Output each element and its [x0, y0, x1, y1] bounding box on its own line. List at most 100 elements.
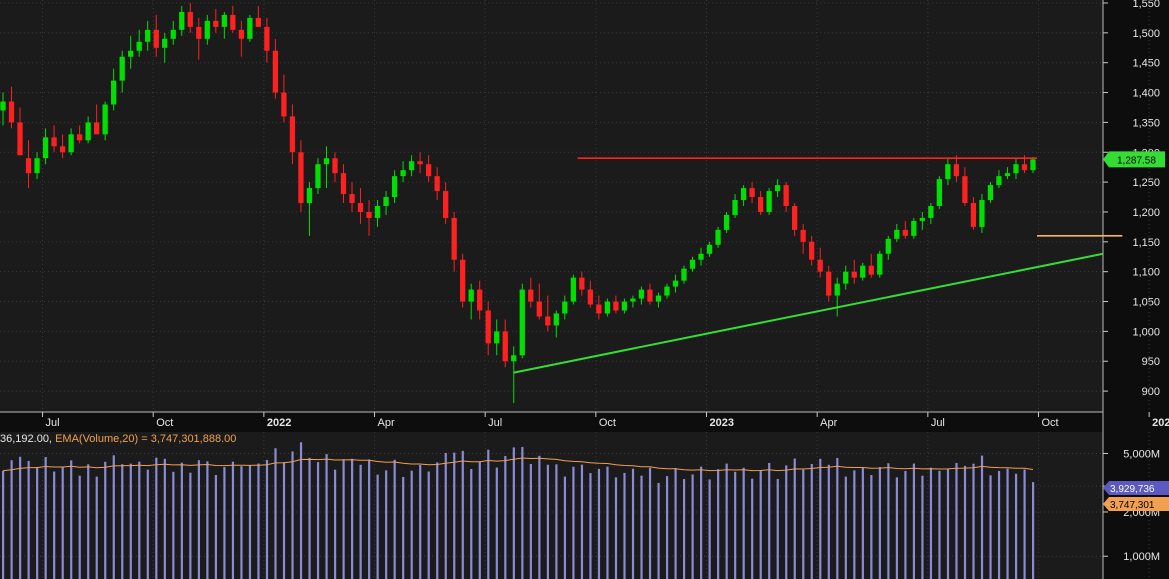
volume-bar	[614, 477, 618, 579]
candle-up	[834, 283, 840, 296]
candle-down	[792, 206, 798, 230]
volume-bar	[223, 467, 226, 579]
candle-down	[970, 203, 977, 227]
volume-bar	[980, 455, 984, 579]
candle-down	[417, 161, 423, 165]
volume-bar	[810, 464, 813, 579]
candle-down	[255, 17, 262, 27]
volume-bar	[87, 464, 90, 579]
candle-up	[681, 268, 687, 281]
candle-up	[102, 104, 108, 135]
volume-bar	[606, 466, 609, 579]
candle-down	[230, 14, 236, 30]
volume-bar	[708, 479, 711, 579]
candle-up	[145, 29, 151, 42]
month-label: Oct	[156, 417, 173, 429]
volume-bar	[819, 458, 822, 579]
volume-legend: 36,192.00, EMA(Volume,20) = 3,747,301,88…	[0, 433, 236, 445]
candle-up	[919, 217, 925, 221]
candle-down	[425, 164, 432, 177]
price-axis-label: 900	[1142, 386, 1160, 398]
volume-bar	[768, 462, 771, 579]
candle-up	[604, 301, 611, 314]
candle-up	[630, 298, 636, 302]
volume-bar	[563, 476, 567, 579]
volume-bar	[27, 460, 30, 579]
candle-up	[221, 14, 227, 27]
volume-bar	[197, 460, 200, 579]
volume-bar	[419, 464, 422, 579]
volume-bar	[912, 463, 916, 579]
last-ema-label: 3,747,301	[1110, 500, 1155, 511]
volume-bar	[989, 475, 992, 579]
candle-down	[962, 176, 968, 204]
candle-up	[400, 170, 406, 177]
candle-up	[323, 158, 330, 165]
candle-down	[460, 259, 466, 302]
candle-up	[885, 238, 891, 254]
volume-bar	[938, 470, 941, 579]
volume-bar	[385, 470, 388, 579]
volume-bar	[282, 462, 286, 579]
candle-down	[477, 289, 483, 311]
candle-down	[528, 289, 534, 302]
volume-bar	[878, 467, 881, 579]
volume-bar	[717, 469, 720, 579]
volume-bar	[512, 447, 515, 579]
candle-down	[264, 26, 270, 51]
price-axis-label: 1,100	[1132, 267, 1160, 279]
candle-up	[562, 301, 568, 314]
candle-down	[357, 203, 364, 212]
volume-bar	[316, 462, 320, 579]
volume-legend-ema: EMA(Volume,20) = 3,747,301,888.00	[55, 433, 236, 445]
candle-down	[587, 289, 593, 305]
volume-bar	[104, 461, 107, 579]
candle-down	[579, 277, 585, 290]
volume-bar	[163, 458, 166, 579]
candle-up	[1013, 164, 1019, 174]
candle-down	[281, 92, 287, 117]
volume-bar	[1006, 468, 1009, 579]
volume-bar	[929, 467, 933, 579]
candle-up	[979, 200, 985, 227]
volume-bar	[802, 469, 805, 579]
volume-bar	[529, 464, 532, 579]
volume-bar	[308, 457, 311, 579]
volume-bar	[504, 455, 507, 579]
candle-down	[757, 197, 764, 212]
candle-up	[570, 277, 576, 302]
volume-bar	[189, 472, 192, 579]
candle-up	[408, 161, 415, 171]
volume-bar	[342, 459, 345, 579]
year-label: 2023	[710, 417, 734, 429]
volume-bar	[682, 479, 686, 579]
volume-bar	[138, 461, 141, 579]
volume-bar	[206, 461, 209, 579]
volume-bar	[299, 442, 303, 579]
volume-bar	[427, 471, 430, 579]
price-axis-label: 1,050	[1132, 297, 1160, 309]
candle-up	[391, 176, 398, 198]
volume-bar	[265, 459, 269, 579]
volume-bar	[538, 455, 541, 579]
candle-down	[502, 331, 508, 362]
price-axis-label: 1,150	[1132, 237, 1160, 249]
volume-bar	[231, 461, 235, 579]
candle-down	[536, 301, 542, 317]
candle-down	[17, 122, 23, 156]
price-axis-label: 1,200	[1132, 207, 1160, 219]
last-price-badge	[1103, 151, 1165, 168]
volume-bar	[368, 459, 371, 579]
volume-bar	[597, 468, 601, 579]
candle-up	[315, 164, 321, 189]
candle-up	[689, 259, 696, 269]
candle-up	[911, 220, 917, 236]
candle-up	[996, 176, 1002, 186]
candle-up	[519, 289, 525, 356]
volume-bar	[180, 462, 183, 579]
candle-up	[247, 17, 253, 39]
volume-bar	[1032, 482, 1035, 579]
candle-down	[289, 116, 296, 153]
month-label: Apr	[378, 417, 395, 429]
